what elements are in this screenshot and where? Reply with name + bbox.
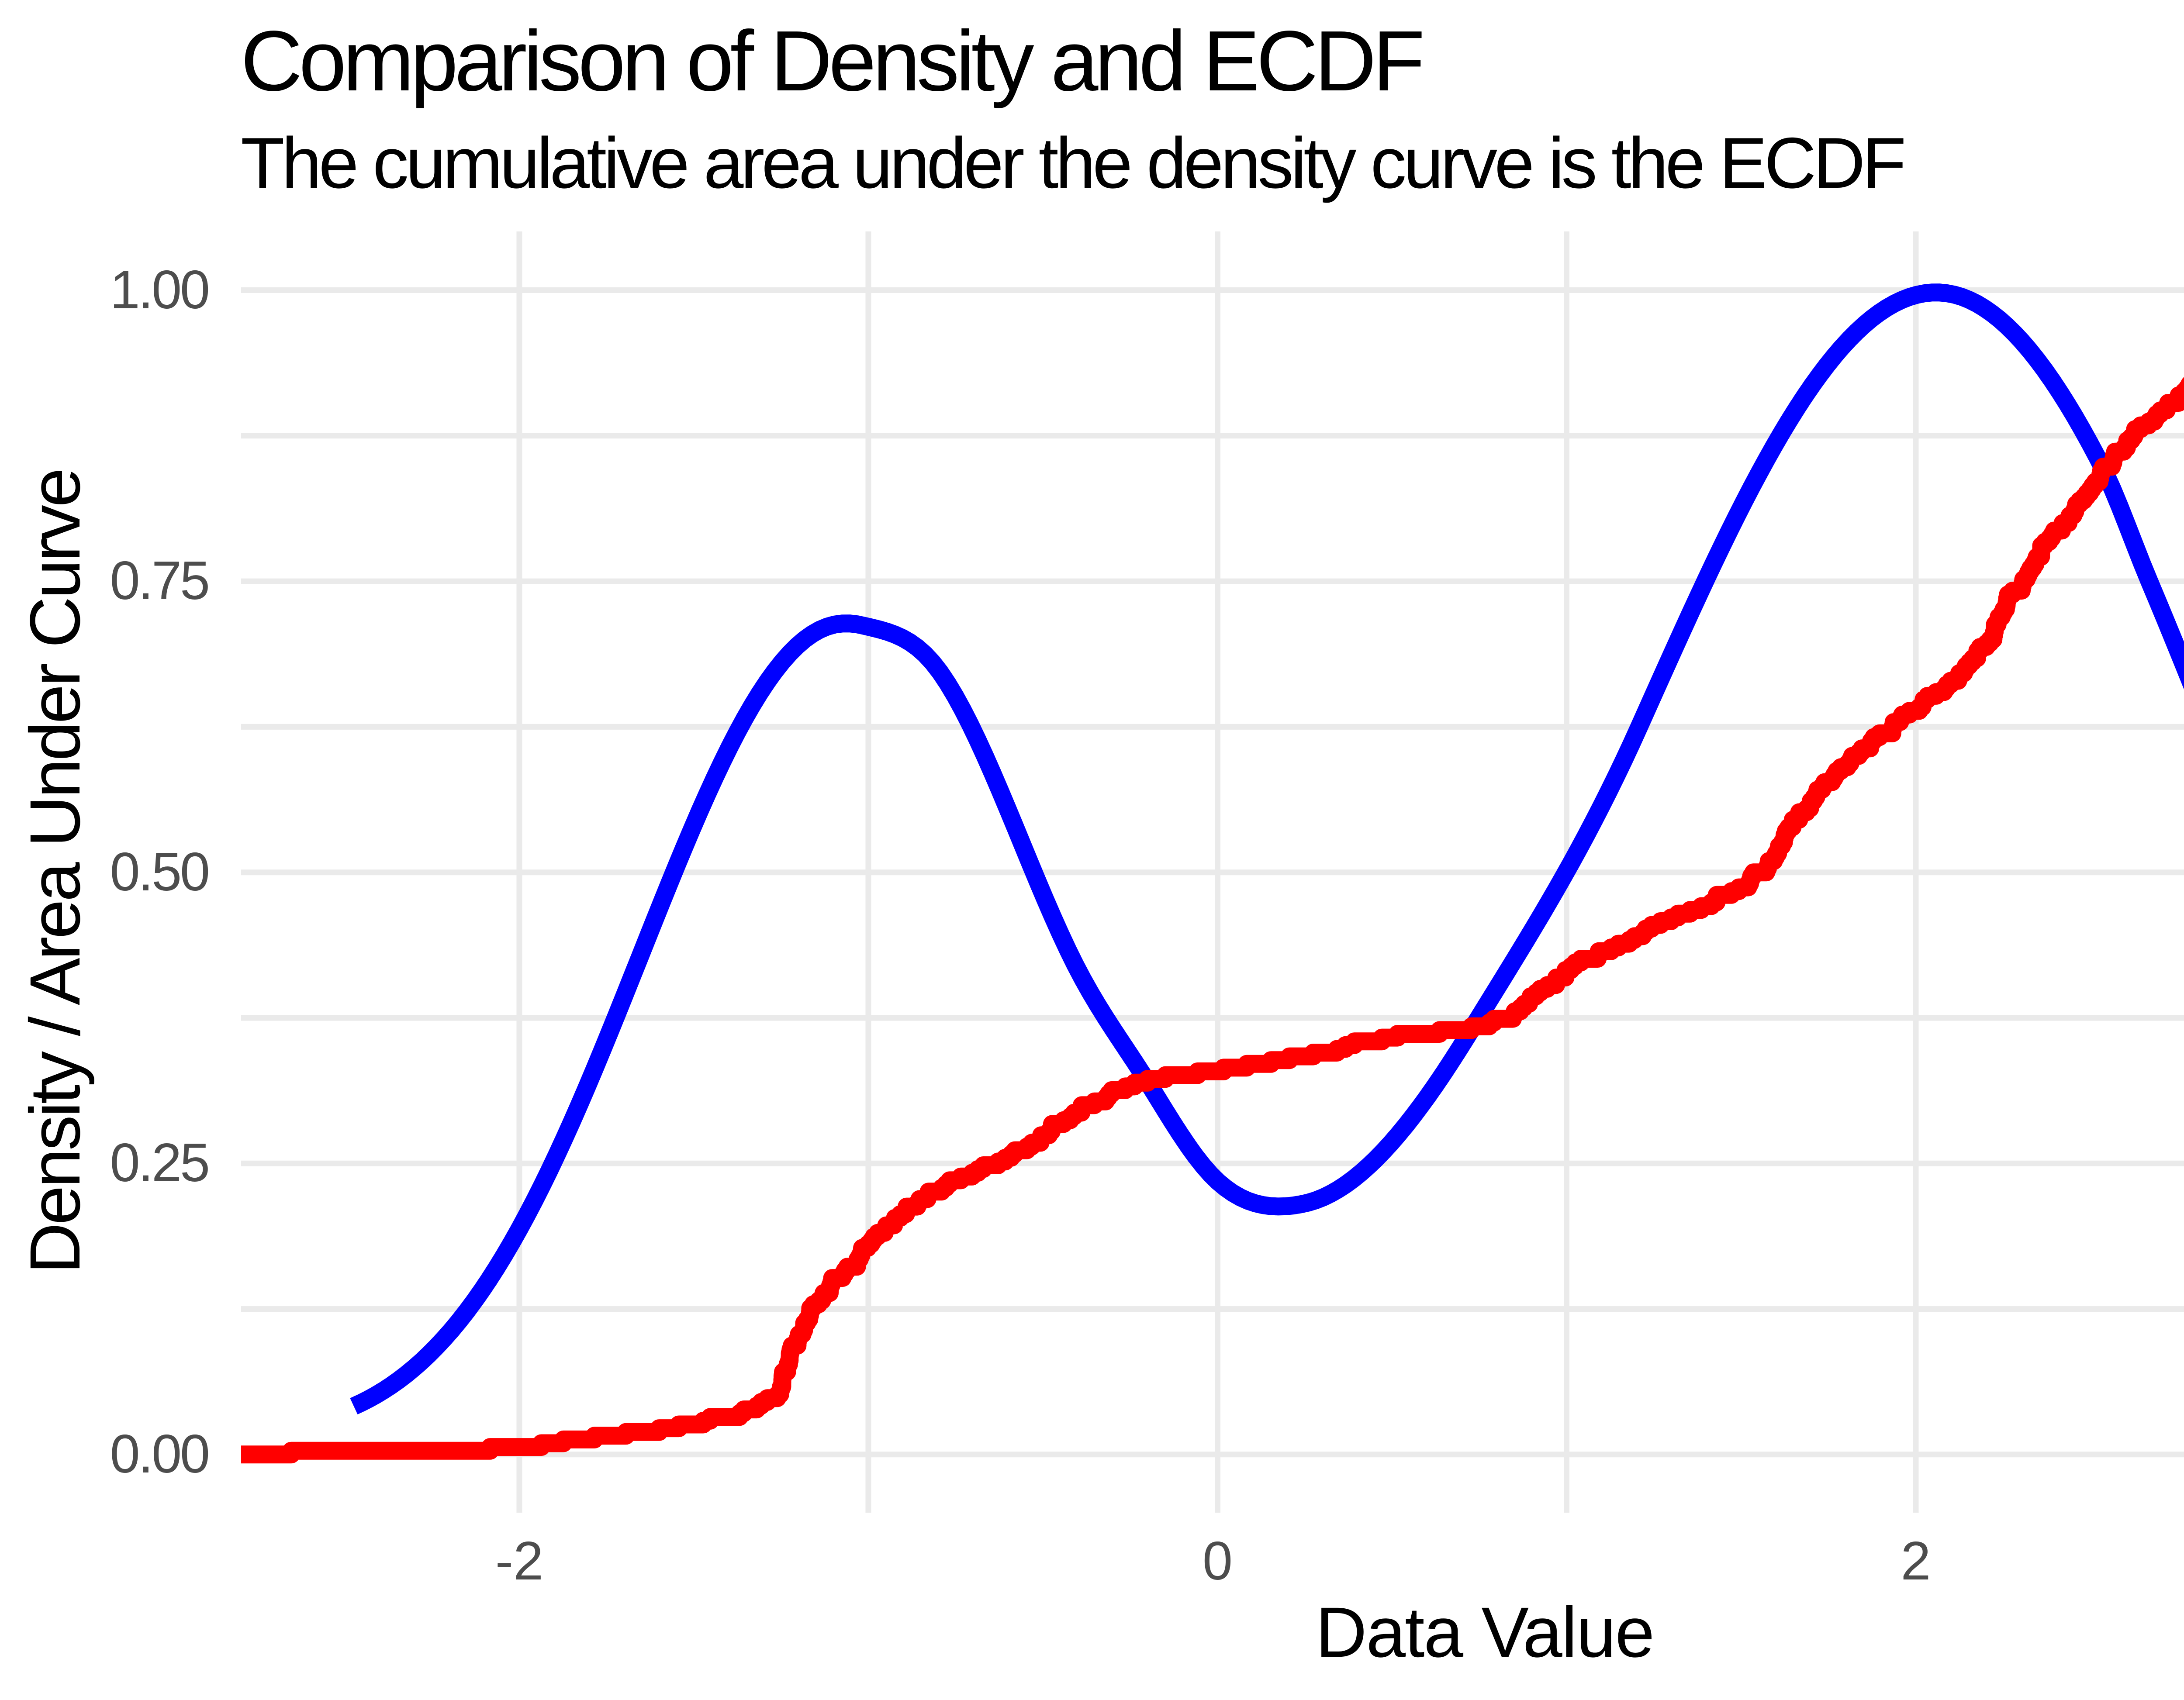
svg-text:2: 2 <box>1901 1531 1931 1591</box>
svg-text:0.00: 0.00 <box>110 1424 208 1484</box>
svg-text:0: 0 <box>1203 1531 1233 1591</box>
svg-text:0.50: 0.50 <box>110 842 208 902</box>
svg-text:Comparison of Density and ECDF: Comparison of Density and ECDF <box>241 13 1422 109</box>
svg-text:0.75: 0.75 <box>110 551 208 611</box>
svg-text:Data Value: Data Value <box>1316 1592 1654 1672</box>
svg-text:-2: -2 <box>495 1531 543 1591</box>
svg-text:The cumulative area under the: The cumulative area under the density cu… <box>241 123 1904 203</box>
svg-text:Density / Area Under Curve: Density / Area Under Curve <box>15 470 95 1274</box>
svg-text:0.25: 0.25 <box>110 1133 208 1193</box>
svg-text:1.00: 1.00 <box>110 260 208 320</box>
